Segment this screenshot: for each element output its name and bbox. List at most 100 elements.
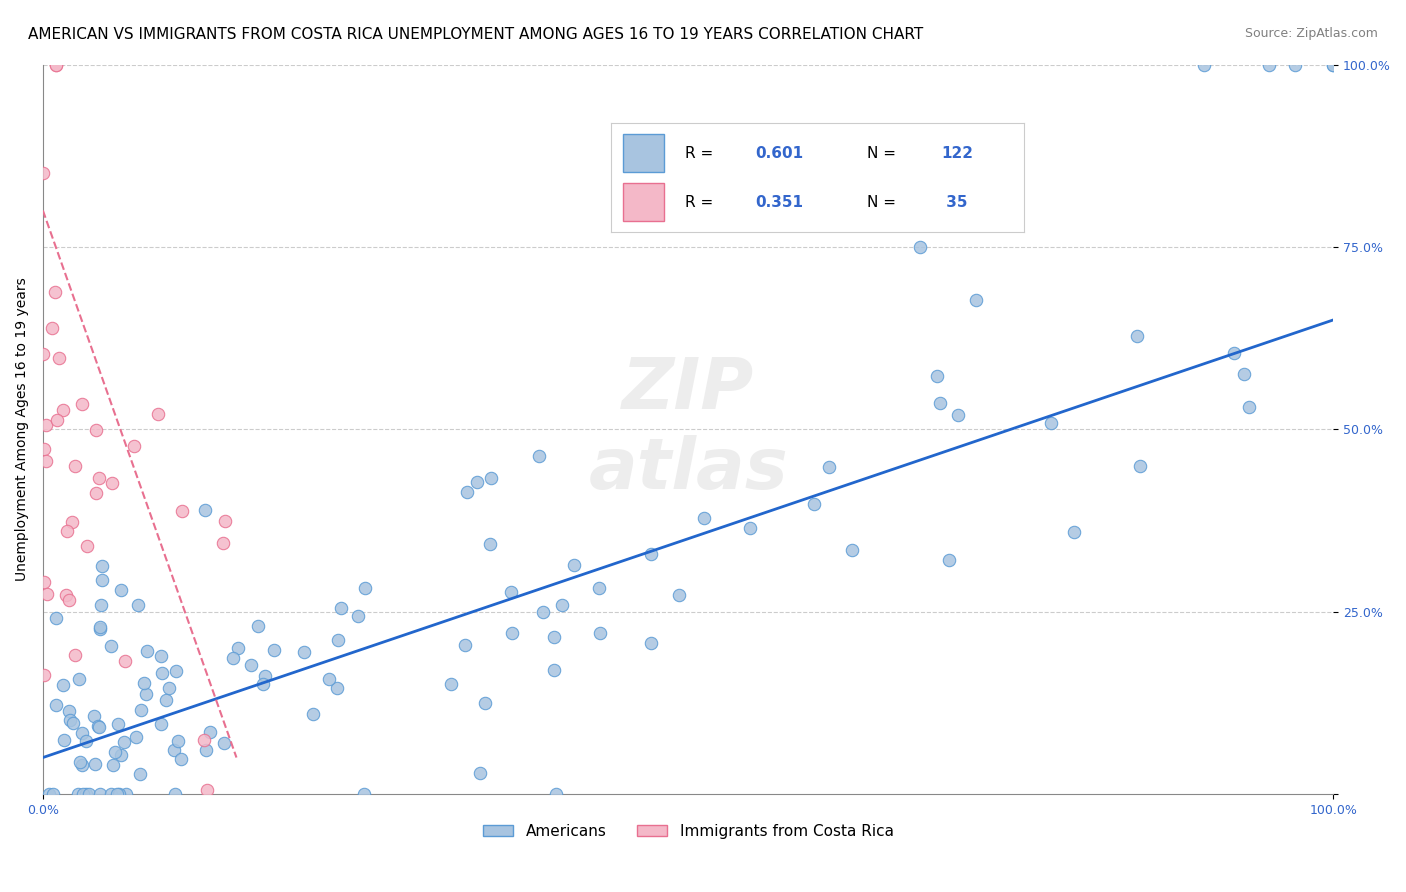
Point	[83, 708, 105, 723]
Point	[1223, 346, 1246, 360]
Point	[70, 397, 93, 411]
Point	[84, 423, 107, 437]
Point	[56, 524, 79, 538]
Point	[35, 417, 58, 432]
Point	[1237, 400, 1260, 414]
Point	[84, 486, 107, 500]
Point	[470, 766, 492, 780]
Point	[129, 703, 152, 717]
Point	[693, 510, 716, 524]
Point	[84, 756, 107, 771]
Point	[1284, 57, 1306, 71]
Point	[1322, 57, 1344, 71]
Point	[195, 782, 218, 797]
Point	[70, 726, 93, 740]
Point	[501, 625, 523, 640]
Point	[253, 669, 276, 683]
Point	[668, 589, 690, 603]
Point	[45, 57, 67, 71]
Point	[239, 657, 262, 672]
Point	[165, 664, 187, 678]
Point	[58, 592, 80, 607]
Point	[149, 648, 172, 663]
Point	[32, 166, 55, 180]
Point	[454, 639, 477, 653]
Point	[100, 639, 122, 653]
Point	[150, 666, 173, 681]
Point	[589, 626, 612, 640]
Point	[44, 285, 66, 300]
Point	[529, 449, 551, 463]
Point	[58, 704, 80, 718]
Point	[63, 648, 86, 662]
Point	[1257, 57, 1279, 71]
Point	[928, 395, 950, 409]
Point	[155, 693, 177, 707]
Point	[172, 503, 194, 517]
Point	[67, 672, 90, 686]
Legend: Americans, Immigrants from Costa Rica: Americans, Immigrants from Costa Rica	[477, 817, 900, 845]
Point	[456, 484, 478, 499]
Point	[60, 515, 83, 529]
Point	[91, 558, 114, 573]
Point	[347, 609, 370, 624]
Point	[166, 734, 188, 748]
Point	[198, 725, 221, 739]
Point	[588, 581, 610, 595]
Point	[157, 681, 180, 695]
Point	[89, 620, 111, 634]
Point	[613, 167, 636, 181]
Point	[353, 581, 375, 595]
Point	[110, 747, 132, 762]
Point	[302, 706, 325, 721]
Point	[948, 408, 970, 422]
Point	[1194, 57, 1216, 71]
Point	[72, 758, 94, 772]
Point	[41, 321, 63, 335]
Point	[63, 458, 86, 473]
Point	[1039, 417, 1062, 431]
Point	[45, 698, 67, 712]
Point	[114, 787, 136, 801]
Point	[100, 787, 122, 801]
Point	[499, 585, 522, 599]
Point	[474, 696, 496, 710]
Point	[817, 459, 839, 474]
Point	[263, 643, 285, 657]
Text: AMERICAN VS IMMIGRANTS FROM COSTA RICA UNEMPLOYMENT AMONG AGES 16 TO 19 YEARS CO: AMERICAN VS IMMIGRANTS FROM COSTA RICA U…	[28, 27, 924, 42]
Point	[107, 717, 129, 731]
Point	[52, 402, 75, 417]
Point	[195, 743, 218, 757]
Text: ZIP
atlas: ZIP atlas	[588, 355, 787, 504]
Point	[1233, 367, 1256, 381]
Point	[89, 787, 111, 801]
Point	[104, 745, 127, 759]
Point	[62, 715, 84, 730]
Point	[135, 644, 157, 658]
Point	[562, 558, 585, 573]
Point	[59, 714, 82, 728]
Point	[45, 57, 67, 71]
Point	[34, 574, 56, 589]
Point	[38, 787, 60, 801]
Point	[42, 787, 65, 801]
Point	[326, 632, 349, 647]
Point	[69, 755, 91, 769]
Point	[112, 735, 135, 749]
Point	[326, 681, 349, 695]
Point	[124, 730, 146, 744]
Point	[738, 520, 761, 534]
Point	[114, 654, 136, 668]
Point	[135, 687, 157, 701]
Point	[965, 293, 987, 307]
Point	[127, 598, 149, 612]
Point	[124, 439, 146, 453]
Point	[32, 668, 55, 682]
Point	[129, 767, 152, 781]
Point	[101, 757, 124, 772]
Point	[76, 539, 98, 553]
Point	[35, 454, 58, 468]
Point	[55, 588, 77, 602]
Point	[165, 787, 187, 801]
Point	[132, 676, 155, 690]
